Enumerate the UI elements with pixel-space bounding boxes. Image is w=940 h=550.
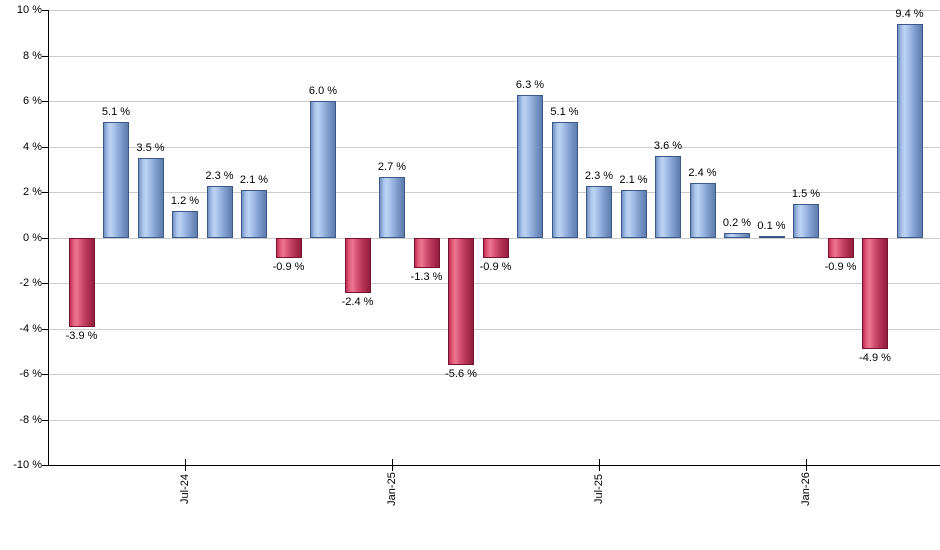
x-axis-tick-label: Jan-26: [800, 472, 812, 506]
y-axis-tick: [42, 420, 48, 421]
bar-value-label: 6.0 %: [308, 85, 338, 97]
bar-value-label: 1.2 %: [170, 195, 200, 207]
bar-value-label: 0.2 %: [722, 217, 752, 229]
y-axis-tick-label: -2 %: [19, 277, 42, 289]
x-axis-tick-label: Jan-25: [386, 472, 398, 506]
y-axis-tick-label: 4 %: [23, 141, 42, 153]
y-axis-tick: [42, 192, 48, 193]
y-axis-tick-label: 2 %: [23, 186, 42, 198]
y-axis-tick-label: -6 %: [19, 368, 42, 380]
bar[interactable]: [207, 186, 233, 238]
bar[interactable]: [828, 238, 854, 258]
bar-value-label: 3.5 %: [136, 142, 165, 154]
y-axis-tick-label: 8 %: [23, 50, 42, 62]
bar-value-label: -0.9 %: [272, 261, 305, 273]
bar-value-label: 5.1 %: [550, 106, 579, 118]
bar-value-label: -0.9 %: [479, 261, 512, 273]
bar[interactable]: [793, 204, 819, 238]
y-axis-tick: [42, 238, 48, 239]
bar-value-label: -3.9 %: [65, 330, 98, 342]
x-axis-tick: [392, 459, 393, 471]
bar-value-label: 2.3 %: [584, 170, 614, 182]
y-axis-tick-label: 6 %: [23, 95, 42, 107]
x-axis-tick: [599, 459, 600, 471]
y-axis-tick: [42, 374, 48, 375]
x-axis-tick: [806, 459, 807, 471]
bar[interactable]: [345, 238, 371, 293]
plot-area: -3.9 % 5.1 % 3.5 % 1.2 % 2.3 % 2.1 % -0.9 % 6.0…: [42, 8, 940, 471]
bar[interactable]: [517, 95, 543, 238]
bar-value-label: 0.1 %: [757, 220, 786, 232]
bar[interactable]: [379, 177, 405, 238]
y-axis-tick: [42, 101, 48, 102]
bar-value-label: 2.4 %: [688, 167, 717, 179]
bar[interactable]: [897, 24, 923, 238]
gridline: [49, 192, 940, 193]
bar-value-label: 2.3 %: [205, 170, 234, 182]
bar-value-label: 5.1 %: [101, 106, 131, 118]
gridline: [49, 56, 940, 57]
y-axis-tick-label: -4 %: [19, 323, 42, 335]
bar-value-label: -5.6 %: [445, 368, 477, 380]
bar[interactable]: [276, 238, 302, 258]
gridline: [49, 101, 940, 102]
gridline: [49, 374, 940, 375]
bar[interactable]: [862, 238, 888, 349]
bar[interactable]: [448, 238, 474, 365]
bar-value-label: -1.3 %: [410, 271, 443, 283]
bar[interactable]: [586, 186, 612, 238]
bar-value-label: 1.5 %: [791, 188, 821, 200]
bar[interactable]: [724, 233, 750, 238]
bar[interactable]: [414, 238, 440, 268]
y-axis-tick: [42, 147, 48, 148]
bar[interactable]: [759, 236, 785, 238]
bar-value-label: 2.7 %: [377, 161, 407, 173]
x-axis-tick-label: Jul-25: [593, 474, 605, 504]
x-axis-tick: [185, 459, 186, 471]
y-axis-tick: [42, 329, 48, 330]
gridline: [49, 329, 940, 330]
y-axis-tick: [42, 56, 48, 57]
y-axis-tick: [42, 10, 48, 11]
y-axis-tick-label: 10 %: [16, 4, 42, 16]
bar[interactable]: [483, 238, 509, 258]
gridline: [49, 283, 940, 284]
gridline: [49, 420, 940, 421]
bar-value-label: -4.9 %: [859, 352, 891, 364]
y-axis-tick-label: 0 %: [23, 232, 42, 244]
y-axis-tick-label: -10 %: [13, 459, 42, 471]
y-axis-tick-label: -8 %: [19, 414, 42, 426]
x-axis-tick-label: Jul-24: [179, 474, 191, 504]
bar-value-label: 2.1 %: [239, 174, 269, 186]
y-axis-tick: [42, 283, 48, 284]
bar-value-label: 3.6 %: [653, 140, 683, 152]
bar[interactable]: [690, 183, 716, 238]
bar-value-label: 6.3 %: [515, 79, 545, 91]
bar[interactable]: [241, 190, 267, 238]
bar[interactable]: [621, 190, 647, 238]
bar[interactable]: [103, 122, 129, 238]
bar[interactable]: [552, 122, 578, 238]
y-axis-tick: [42, 465, 48, 466]
bar[interactable]: [310, 101, 336, 238]
gridline: [49, 10, 940, 11]
bar[interactable]: [69, 238, 95, 327]
bar-value-label: 2.1 %: [619, 174, 648, 186]
bar[interactable]: [138, 158, 164, 238]
bar[interactable]: [655, 156, 681, 238]
bar-value-label: -2.4 %: [341, 296, 374, 308]
bar-value-label: -0.9 %: [824, 261, 857, 273]
bar[interactable]: [172, 211, 198, 238]
bar-value-label: 9.4 %: [895, 8, 924, 20]
gridline: [49, 147, 940, 148]
